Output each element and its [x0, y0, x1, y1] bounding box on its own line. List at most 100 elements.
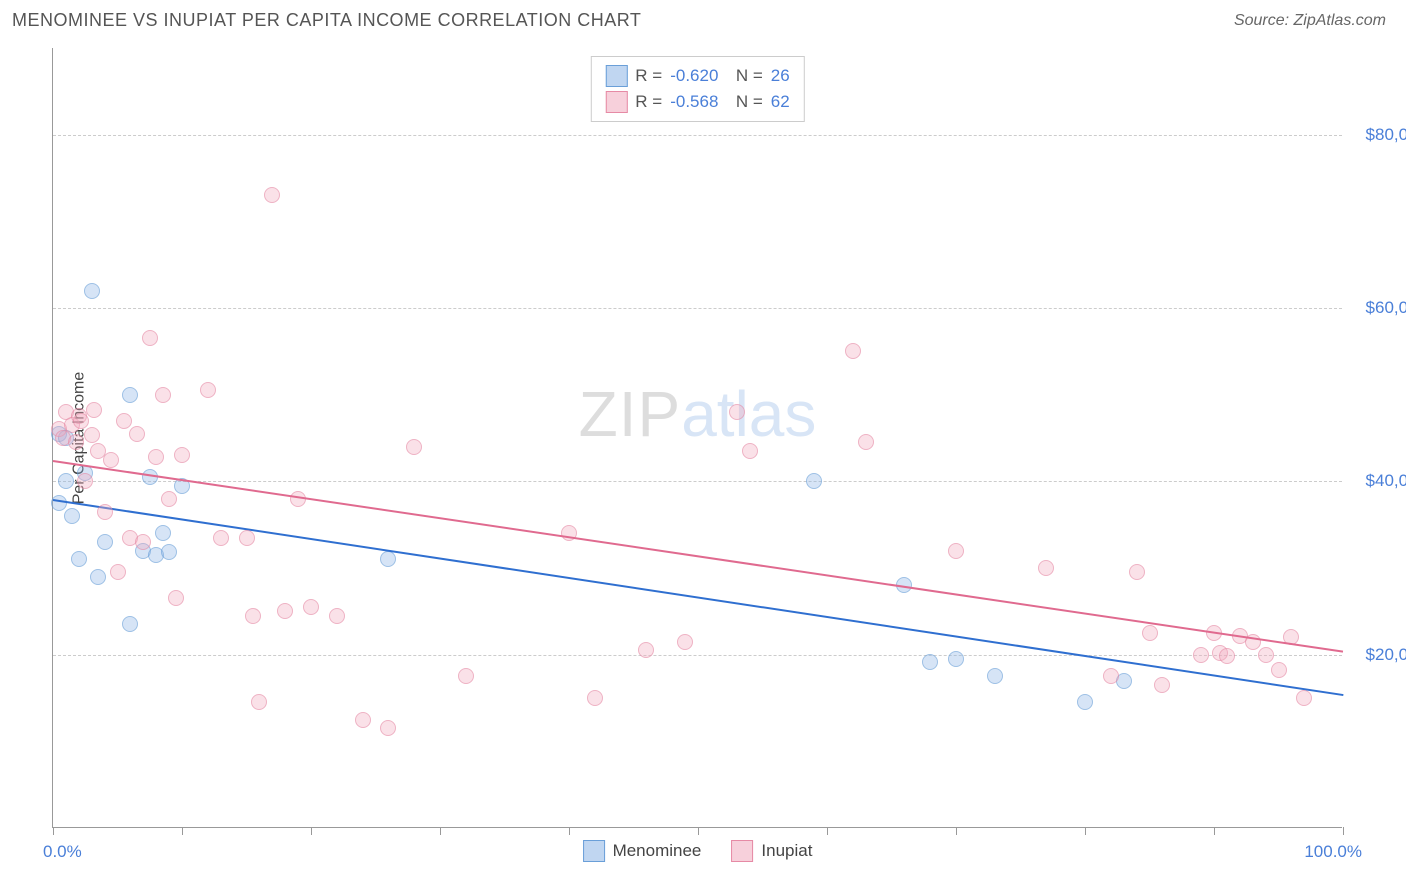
- legend-item: Menominee: [583, 840, 702, 862]
- scatter-point: [729, 404, 745, 420]
- x-tick: [182, 827, 183, 835]
- scatter-point: [51, 495, 67, 511]
- scatter-point: [86, 402, 102, 418]
- scatter-point: [948, 651, 964, 667]
- scatter-point: [84, 427, 100, 443]
- scatter-point: [97, 504, 113, 520]
- scatter-point: [380, 720, 396, 736]
- chart-title: MENOMINEE VS INUPIAT PER CAPITA INCOME C…: [12, 10, 641, 31]
- watermark-zip: ZIP: [579, 378, 682, 450]
- scatter-point: [677, 634, 693, 650]
- x-tick: [1085, 827, 1086, 835]
- scatter-point: [406, 439, 422, 455]
- stat-r-label: R =: [635, 66, 662, 86]
- watermark: ZIPatlas: [579, 377, 817, 451]
- stats-legend-box: R = -0.620 N = 26R = -0.568 N = 62: [590, 56, 804, 122]
- scatter-point: [1103, 668, 1119, 684]
- legend-item: Inupiat: [731, 840, 812, 862]
- watermark-atlas: atlas: [681, 378, 816, 450]
- x-tick: [569, 827, 570, 835]
- stat-n-label: N =: [726, 66, 762, 86]
- y-tick-label: $80,000: [1352, 125, 1406, 145]
- scatter-point: [68, 434, 84, 450]
- scatter-point: [129, 426, 145, 442]
- y-tick-label: $40,000: [1352, 471, 1406, 491]
- scatter-point: [355, 712, 371, 728]
- scatter-point: [458, 668, 474, 684]
- x-tick: [956, 827, 957, 835]
- scatter-point: [329, 608, 345, 624]
- legend-swatch: [605, 91, 627, 113]
- scatter-point: [1142, 625, 1158, 641]
- scatter-point: [922, 654, 938, 670]
- scatter-point: [122, 387, 138, 403]
- stat-n-value: 26: [771, 66, 790, 86]
- scatter-point: [858, 434, 874, 450]
- scatter-point: [116, 413, 132, 429]
- x-tick: [440, 827, 441, 835]
- scatter-point: [1038, 560, 1054, 576]
- scatter-point: [987, 668, 1003, 684]
- scatter-point: [103, 452, 119, 468]
- scatter-point: [161, 544, 177, 560]
- scatter-point: [174, 447, 190, 463]
- scatter-point: [1219, 648, 1235, 664]
- scatter-point: [71, 551, 87, 567]
- scatter-point: [251, 694, 267, 710]
- scatter-point: [948, 543, 964, 559]
- scatter-point: [97, 534, 113, 550]
- legend-swatch: [605, 65, 627, 87]
- scatter-point: [845, 343, 861, 359]
- scatter-point: [264, 187, 280, 203]
- gridline: [53, 655, 1342, 656]
- y-tick-label: $60,000: [1352, 298, 1406, 318]
- stat-r-value: -0.620: [670, 66, 718, 86]
- scatter-point: [122, 616, 138, 632]
- legend-swatch: [731, 840, 753, 862]
- legend-swatch: [583, 840, 605, 862]
- trend-line: [53, 460, 1343, 653]
- scatter-point: [1296, 690, 1312, 706]
- scatter-point: [245, 608, 261, 624]
- y-tick-label: $20,000: [1352, 645, 1406, 665]
- scatter-point: [142, 330, 158, 346]
- gridline: [53, 135, 1342, 136]
- x-tick: [827, 827, 828, 835]
- scatter-point: [161, 491, 177, 507]
- stats-row: R = -0.568 N = 62: [605, 89, 789, 115]
- scatter-point: [638, 642, 654, 658]
- scatter-point: [1258, 647, 1274, 663]
- x-axis-max-label: 100.0%: [1304, 842, 1362, 862]
- scatter-point: [148, 449, 164, 465]
- x-tick: [1343, 827, 1344, 835]
- scatter-point: [1129, 564, 1145, 580]
- legend-label: Inupiat: [761, 841, 812, 861]
- stats-row: R = -0.620 N = 26: [605, 63, 789, 89]
- scatter-point: [168, 590, 184, 606]
- scatter-point: [84, 283, 100, 299]
- scatter-point: [277, 603, 293, 619]
- source-label: Source: ZipAtlas.com: [1234, 12, 1386, 30]
- scatter-point: [742, 443, 758, 459]
- x-tick: [311, 827, 312, 835]
- stat-n-value: 62: [771, 92, 790, 112]
- scatter-chart: Per Capita Income ZIPatlas R = -0.620 N …: [52, 48, 1342, 828]
- scatter-point: [135, 534, 151, 550]
- scatter-point: [110, 564, 126, 580]
- scatter-point: [58, 473, 74, 489]
- scatter-point: [1077, 694, 1093, 710]
- x-tick: [698, 827, 699, 835]
- scatter-point: [1271, 662, 1287, 678]
- scatter-point: [1193, 647, 1209, 663]
- scatter-point: [239, 530, 255, 546]
- scatter-point: [213, 530, 229, 546]
- scatter-point: [587, 690, 603, 706]
- x-tick: [1214, 827, 1215, 835]
- stat-r-value: -0.568: [670, 92, 718, 112]
- scatter-point: [380, 551, 396, 567]
- stat-n-label: N =: [726, 92, 762, 112]
- scatter-point: [155, 387, 171, 403]
- scatter-point: [90, 569, 106, 585]
- scatter-point: [303, 599, 319, 615]
- gridline: [53, 308, 1342, 309]
